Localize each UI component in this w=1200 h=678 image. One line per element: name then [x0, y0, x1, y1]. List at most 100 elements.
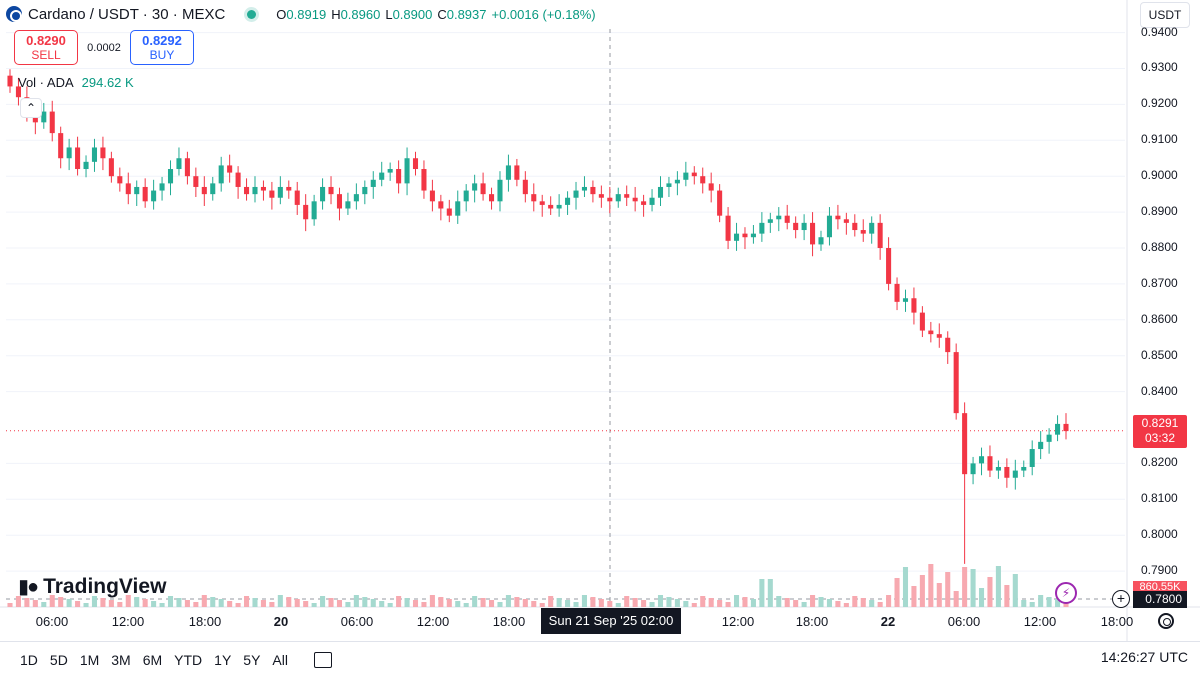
- price-tick-label: 0.8800: [1141, 239, 1178, 254]
- volume-bar: [91, 596, 98, 607]
- candle: [159, 183, 165, 191]
- candle: [472, 183, 478, 191]
- add-alert-button[interactable]: +: [1112, 590, 1130, 608]
- range-5y[interactable]: 5Y: [243, 652, 261, 668]
- buy-button[interactable]: 0.8292 BUY: [130, 30, 194, 65]
- candle: [556, 204, 562, 209]
- candle: [489, 194, 495, 202]
- volume-bar: [1021, 600, 1027, 607]
- range-6m[interactable]: 6M: [142, 652, 163, 668]
- volume-bar: [911, 586, 917, 607]
- volume-bar: [733, 595, 740, 607]
- volume-bar: [835, 601, 841, 607]
- range-all[interactable]: All: [272, 652, 288, 668]
- tradingview-logo[interactable]: ▮● TradingView: [18, 574, 167, 599]
- candle: [100, 147, 106, 159]
- volume-bar: [649, 602, 655, 607]
- candle: [412, 158, 419, 170]
- volume-bar: [286, 597, 292, 607]
- candle: [328, 186, 334, 195]
- sell-button[interactable]: 0.8290 SELL: [14, 30, 78, 65]
- candle: [818, 237, 824, 245]
- candle: [657, 186, 664, 198]
- volume-bar: [142, 599, 148, 607]
- price-tick-label: 0.9200: [1141, 96, 1178, 111]
- volume-legend[interactable]: Vol · ADA 294.62 K: [18, 75, 134, 90]
- candle: [235, 172, 241, 187]
- volume-bar: [294, 599, 300, 607]
- candle: [810, 222, 816, 245]
- crosshair-price-tag: 0.7800: [1133, 591, 1187, 608]
- range-ytd[interactable]: YTD: [174, 652, 203, 668]
- volume-bar: [125, 595, 131, 607]
- candle: [700, 176, 706, 184]
- volume-bar: [58, 597, 64, 607]
- symbol-title[interactable]: Cardano / USDT · 30 · MEXC: [28, 5, 226, 23]
- bolt-icon[interactable]: ⚡: [1055, 582, 1077, 604]
- volume-bar: [412, 600, 419, 607]
- volume-bar: [134, 597, 140, 607]
- volume-bar: [218, 599, 224, 607]
- volume-bar: [277, 595, 283, 607]
- volume-bar: [497, 602, 503, 607]
- volume-bar: [598, 599, 604, 607]
- price-tick-label: 0.8900: [1141, 204, 1178, 219]
- candle: [902, 298, 909, 302]
- time-tick-label: 06:00: [35, 614, 69, 629]
- cardano-logo-icon: [6, 6, 22, 22]
- volume-bar: [674, 599, 680, 607]
- volume-bar: [227, 601, 233, 607]
- time-tick-label: 06:00: [947, 614, 981, 629]
- candle: [421, 169, 427, 191]
- candle: [750, 233, 756, 238]
- volume-bar: [852, 596, 858, 607]
- currency-select[interactable]: USDT: [1140, 2, 1190, 28]
- candle: [362, 186, 368, 195]
- volume-bar: [151, 601, 157, 607]
- volume-bar: [607, 601, 613, 607]
- volume-bar: [176, 598, 182, 607]
- candle: [336, 194, 343, 209]
- current-price-tag: 0.8291 03:32: [1133, 415, 1187, 448]
- volume-bar: [962, 567, 968, 607]
- settings-icon[interactable]: [1158, 613, 1174, 629]
- candle: [505, 165, 511, 180]
- volume-bar: [370, 599, 376, 607]
- range-5d[interactable]: 5D: [49, 652, 68, 668]
- volume-bar: [818, 597, 824, 607]
- range-1y[interactable]: 1Y: [214, 652, 232, 668]
- candle: [995, 466, 1001, 471]
- market-status-icon[interactable]: [247, 9, 257, 19]
- volume-bar: [666, 597, 672, 607]
- volume-bar: [742, 597, 748, 607]
- candle: [1055, 423, 1061, 435]
- candle: [531, 194, 537, 202]
- volume-bar: [404, 598, 410, 607]
- range-1m[interactable]: 1M: [79, 652, 100, 668]
- volume-bar: [793, 600, 799, 607]
- time-tick-label: 18:00: [492, 614, 526, 629]
- candle: [117, 176, 123, 184]
- candle: [83, 161, 89, 170]
- candle: [49, 111, 55, 134]
- candle: [387, 169, 393, 173]
- range-1d[interactable]: 1D: [20, 652, 38, 668]
- volume-bar: [919, 575, 925, 607]
- volume-bar: [717, 600, 723, 607]
- range-3m[interactable]: 3M: [111, 652, 131, 668]
- candle: [624, 194, 630, 198]
- volume-bar: [936, 583, 942, 607]
- collapse-legend-button[interactable]: ⌃: [20, 98, 42, 118]
- candle: [801, 222, 807, 231]
- candle: [683, 172, 689, 180]
- candle: [581, 186, 587, 191]
- volume-bar: [700, 596, 706, 607]
- volume-bar: [446, 599, 452, 607]
- price-chart[interactable]: [0, 0, 1200, 641]
- volume-bar: [336, 600, 343, 607]
- volume-bar: [945, 572, 951, 607]
- utc-clock[interactable]: 14:26:27 UTC: [1100, 649, 1188, 665]
- date-range-icon[interactable]: [313, 652, 332, 668]
- volume-bar: [184, 600, 190, 607]
- candle: [438, 201, 444, 209]
